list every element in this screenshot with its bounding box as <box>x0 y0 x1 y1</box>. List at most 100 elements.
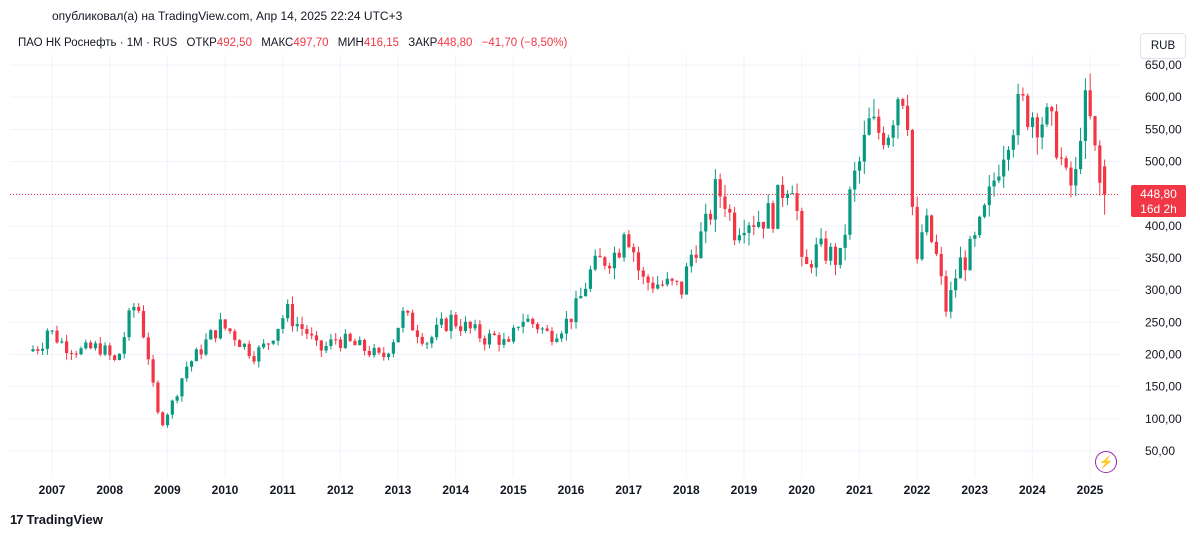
candle-up <box>987 186 991 206</box>
candle-down <box>252 356 256 362</box>
candle-down <box>411 312 415 331</box>
candle-up <box>425 343 429 345</box>
candle-up <box>1030 117 1035 127</box>
symbol-name[interactable]: ПАО НК Роснефть · 1M · RUS <box>18 37 178 49</box>
candle-down <box>406 310 410 313</box>
lightning-icon[interactable]: ⚡ <box>1095 451 1117 473</box>
candle-down <box>939 253 943 277</box>
candle-down <box>290 303 295 327</box>
candle-up <box>574 298 578 323</box>
candle-down <box>1050 107 1054 112</box>
year-tick-label: 2012 <box>327 483 354 497</box>
candle-up <box>430 337 434 344</box>
candle-down <box>1088 90 1092 117</box>
candle-down <box>55 330 59 343</box>
candle-up <box>656 284 660 289</box>
candle-up <box>954 278 958 291</box>
candle-up <box>401 310 405 328</box>
candle-up <box>612 252 617 269</box>
symbol-legend: ПАО НК Роснефть · 1M · RUS ОТКР492,50 МА… <box>18 37 567 49</box>
candle-up <box>584 288 588 297</box>
price-tick-label: 300,00 <box>1145 283 1182 297</box>
candle-up <box>785 193 790 198</box>
candle-down <box>444 318 448 331</box>
currency-button[interactable]: RUB <box>1140 33 1186 59</box>
high-value: 497,70 <box>293 37 329 49</box>
candle-up <box>286 303 290 319</box>
tradingview-mark-icon: 17 <box>10 512 24 527</box>
candle-up <box>689 254 693 267</box>
candle-down <box>377 347 381 353</box>
candle-up <box>396 327 400 343</box>
published-caption: опубликовал(а) на TradingView.com, Апр 1… <box>52 9 403 23</box>
candle-up <box>862 134 866 162</box>
candle-down <box>492 333 496 336</box>
price-tick-label: 350,00 <box>1145 251 1182 265</box>
candle-down <box>108 345 112 356</box>
candle-down <box>247 343 251 357</box>
candle-down <box>353 340 357 346</box>
candle-up <box>281 318 285 329</box>
candle-up <box>622 234 626 258</box>
candle-down <box>338 339 343 348</box>
year-tick-label: 2018 <box>673 483 700 497</box>
candle-up <box>487 333 492 345</box>
candle-up <box>185 366 189 379</box>
candle-up <box>60 341 64 343</box>
candle-up <box>242 343 247 347</box>
candle-down <box>151 359 155 383</box>
candle-down <box>723 196 727 209</box>
candle-up <box>257 347 261 362</box>
candle-down <box>1021 94 1025 96</box>
candle-up <box>1040 124 1044 138</box>
candle-down <box>675 280 679 282</box>
candle-up <box>93 343 98 349</box>
candle-up <box>588 269 593 289</box>
candle-up <box>271 340 275 344</box>
candle-down <box>905 105 910 131</box>
candle-down <box>459 326 463 332</box>
candle-up <box>713 179 717 220</box>
candle-down <box>660 284 665 286</box>
candle-down <box>367 350 371 356</box>
change-value: −41,70 (−8,50%) <box>481 37 568 49</box>
candle-up <box>1006 149 1011 160</box>
candle-down <box>1035 117 1039 138</box>
candle-down <box>319 340 323 351</box>
candle-up <box>843 234 847 248</box>
candle-down <box>963 257 967 271</box>
candle-up <box>391 342 395 354</box>
candle-up <box>982 205 987 217</box>
year-tick-label: 2017 <box>615 483 642 497</box>
year-tick-label: 2021 <box>846 483 873 497</box>
price-tick-label: 200,00 <box>1145 348 1182 362</box>
candle-down <box>223 319 227 329</box>
price-tick-label: 650,00 <box>1145 58 1182 72</box>
candle-up <box>386 353 391 358</box>
candle-up <box>209 330 213 340</box>
open-value: 492,50 <box>216 37 252 49</box>
year-tick-label: 2020 <box>788 483 815 497</box>
candle-up <box>175 396 179 401</box>
candle-down <box>113 355 117 361</box>
candle-up <box>170 400 174 415</box>
candle-up <box>968 238 972 271</box>
candle-up <box>737 235 741 241</box>
candle-down <box>531 318 535 325</box>
current-price-badge: 448,80 16d 2h <box>1131 185 1186 217</box>
candle-up <box>886 137 890 146</box>
candle-up <box>925 215 929 233</box>
year-tick-label: 2009 <box>154 483 181 497</box>
low-value: 416,15 <box>363 37 400 49</box>
candle-down <box>569 318 573 323</box>
year-tick-label: 2007 <box>39 483 66 497</box>
candle-up <box>103 345 107 355</box>
open-label: ОТКР <box>186 37 217 49</box>
candle-up <box>1011 135 1015 150</box>
tradingview-logo[interactable]: 17 TradingView <box>10 512 103 527</box>
candle-down <box>824 238 828 261</box>
candle-up <box>757 221 761 227</box>
candle-up <box>463 321 468 332</box>
countdown-label: 16d 2h <box>1140 202 1177 216</box>
